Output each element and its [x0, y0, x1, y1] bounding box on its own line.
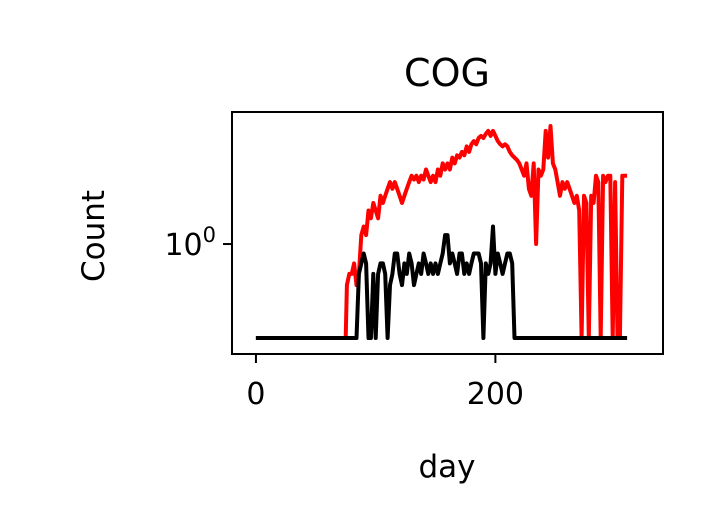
- x-ticks: 0 200: [246, 354, 524, 412]
- plot-frame: [231, 111, 664, 355]
- x-tick-label-0: 0: [246, 377, 265, 412]
- y-axis-label: Count: [76, 190, 112, 282]
- chart-title: COG: [404, 51, 490, 95]
- x-tick-label-1: 200: [467, 377, 524, 412]
- series-layer: [255, 124, 628, 340]
- x-axis-label: day: [418, 449, 475, 485]
- y-ticks: 100: [164, 223, 232, 263]
- series-line-1: [255, 124, 628, 340]
- series-line-2: [255, 224, 628, 340]
- y-tick-label-0: 100: [164, 223, 216, 263]
